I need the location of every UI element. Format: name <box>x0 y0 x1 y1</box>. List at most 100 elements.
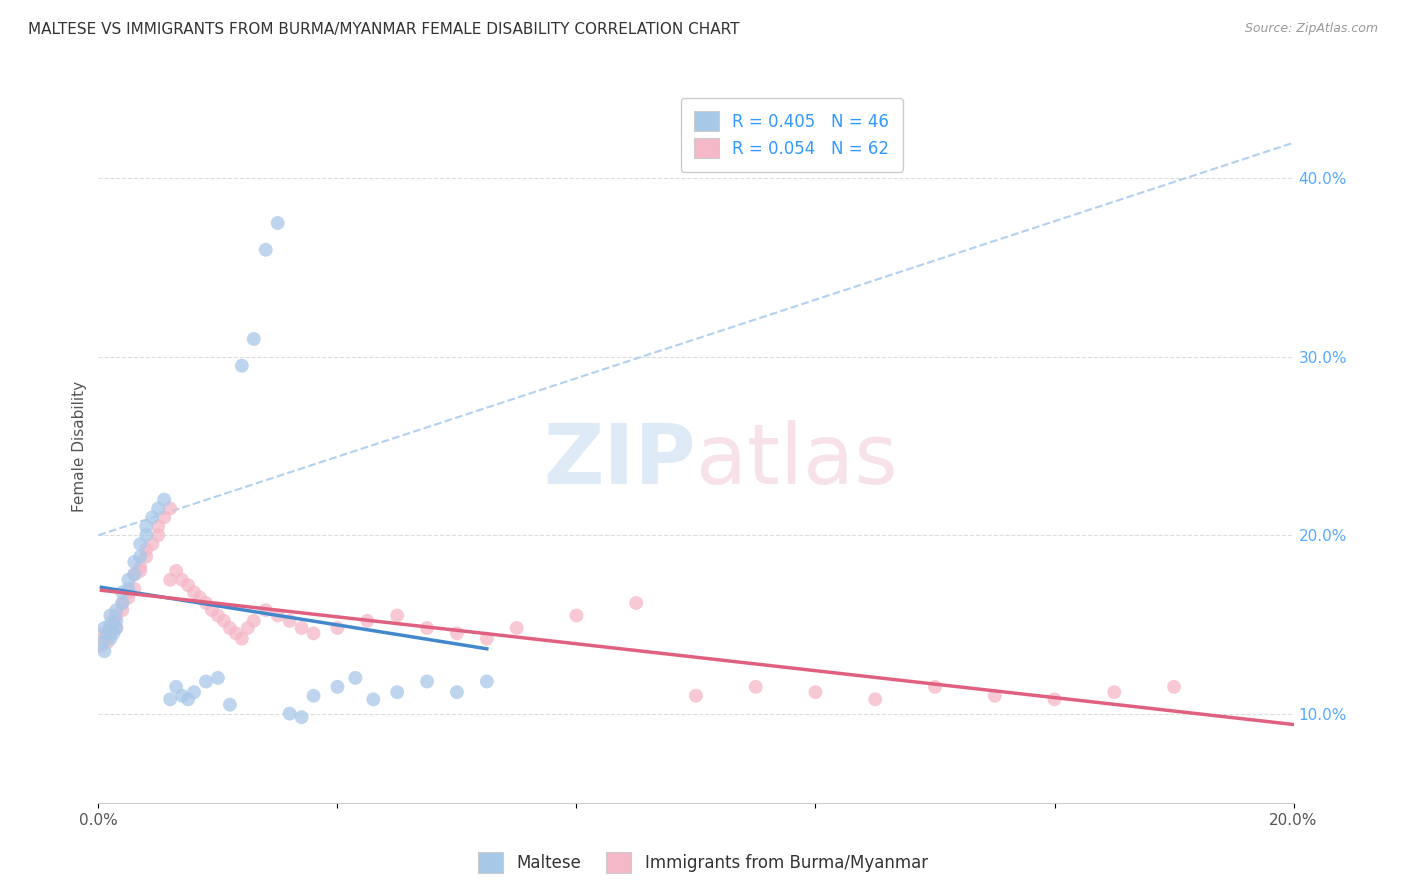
Point <box>804 685 827 699</box>
Point <box>356 614 378 628</box>
Point <box>100 632 122 646</box>
Point <box>129 564 152 578</box>
Point <box>135 528 157 542</box>
Point <box>100 608 122 623</box>
Point <box>254 243 277 257</box>
Point <box>219 698 242 712</box>
Point <box>148 519 170 533</box>
Point <box>344 671 367 685</box>
Point <box>745 680 768 694</box>
Point <box>565 608 588 623</box>
Point <box>103 626 125 640</box>
Text: Source: ZipAtlas.com: Source: ZipAtlas.com <box>1244 22 1378 36</box>
Point <box>105 614 128 628</box>
Point <box>475 632 498 646</box>
Point <box>111 596 134 610</box>
Point <box>212 614 235 628</box>
Point <box>93 632 115 646</box>
Point <box>326 621 349 635</box>
Point <box>326 680 349 694</box>
Point <box>278 614 301 628</box>
Point <box>105 603 128 617</box>
Point <box>475 674 498 689</box>
Point <box>165 564 187 578</box>
Point <box>183 585 205 599</box>
Point <box>100 617 122 632</box>
Point <box>416 621 439 635</box>
Point <box>219 621 242 635</box>
Point <box>188 591 211 605</box>
Point <box>984 689 1007 703</box>
Y-axis label: Female Disability: Female Disability <box>72 380 87 512</box>
Point <box>141 510 163 524</box>
Point <box>302 626 325 640</box>
Point <box>159 692 181 706</box>
Point <box>363 692 385 706</box>
Point <box>100 626 122 640</box>
Point <box>129 537 152 551</box>
Point <box>685 689 707 703</box>
Point <box>207 671 229 685</box>
Point <box>626 596 648 610</box>
Text: ZIP: ZIP <box>544 420 696 500</box>
Point <box>93 626 115 640</box>
Point <box>243 614 266 628</box>
Point <box>195 596 218 610</box>
Point <box>924 680 946 694</box>
Point <box>195 674 218 689</box>
Point <box>291 710 314 724</box>
Point <box>177 692 200 706</box>
Point <box>506 621 529 635</box>
Point <box>267 608 290 623</box>
Point <box>446 685 468 699</box>
Point <box>1104 685 1126 699</box>
Point <box>231 359 253 373</box>
Point <box>135 542 157 557</box>
Point <box>96 626 118 640</box>
Point <box>172 689 194 703</box>
Point <box>236 621 259 635</box>
Point <box>124 555 146 569</box>
Point <box>129 560 152 574</box>
Point <box>172 573 194 587</box>
Point <box>183 685 205 699</box>
Legend: R = 0.405   N = 46, R = 0.054   N = 62: R = 0.405 N = 46, R = 0.054 N = 62 <box>681 97 903 171</box>
Point <box>159 501 181 516</box>
Point <box>177 578 200 592</box>
Text: atlas: atlas <box>696 420 897 500</box>
Point <box>93 621 115 635</box>
Point <box>201 603 224 617</box>
Point <box>231 632 253 646</box>
Point <box>254 603 277 617</box>
Point <box>446 626 468 640</box>
Point <box>93 644 115 658</box>
Point <box>385 685 409 699</box>
Point <box>1163 680 1185 694</box>
Point <box>291 621 314 635</box>
Point <box>385 608 409 623</box>
Point <box>124 567 146 582</box>
Point <box>153 492 176 507</box>
Point <box>148 528 170 542</box>
Point <box>117 573 139 587</box>
Point <box>124 567 146 582</box>
Point <box>416 674 439 689</box>
Point <box>90 639 112 653</box>
Point <box>243 332 266 346</box>
Point <box>148 501 170 516</box>
Point <box>124 582 146 596</box>
Point <box>111 585 134 599</box>
Point <box>117 591 139 605</box>
Point <box>105 608 128 623</box>
Point <box>153 510 176 524</box>
Point <box>100 621 122 635</box>
Legend: Maltese, Immigrants from Burma/Myanmar: Maltese, Immigrants from Burma/Myanmar <box>471 846 935 880</box>
Point <box>165 680 187 694</box>
Point <box>105 621 128 635</box>
Point <box>117 585 139 599</box>
Point <box>159 573 181 587</box>
Text: MALTESE VS IMMIGRANTS FROM BURMA/MYANMAR FEMALE DISABILITY CORRELATION CHART: MALTESE VS IMMIGRANTS FROM BURMA/MYANMAR… <box>28 22 740 37</box>
Point <box>96 635 118 649</box>
Point <box>207 608 229 623</box>
Point <box>111 603 134 617</box>
